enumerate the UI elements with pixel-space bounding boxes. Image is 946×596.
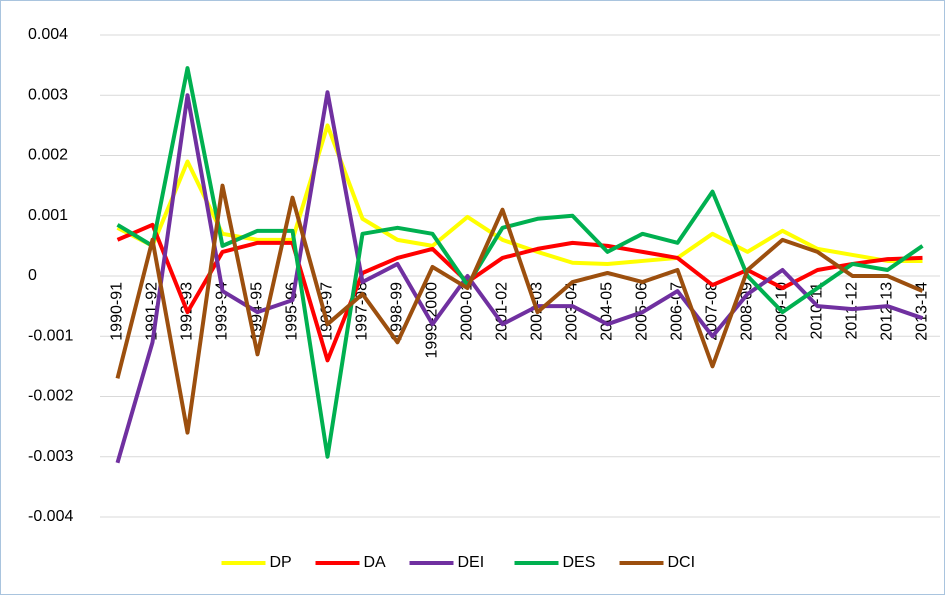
x-tick-label: 1995-96 xyxy=(284,282,301,341)
y-tick-label: -0.001 xyxy=(28,327,73,344)
x-tick-label: 2007-08 xyxy=(704,282,721,341)
x-tick-label: 1993-94 xyxy=(214,282,231,341)
y-tick-label: -0.002 xyxy=(28,388,73,405)
x-tick-label: 2010-11 xyxy=(809,282,826,340)
legend-label: DES xyxy=(563,554,596,571)
legend-label: DP xyxy=(270,554,292,571)
x-tick-label: 2013-14 xyxy=(914,282,931,341)
x-tick-label: 2012-13 xyxy=(879,282,896,341)
series-line xyxy=(116,123,923,266)
series-line xyxy=(115,90,924,464)
y-tick-label: 0.001 xyxy=(28,207,68,224)
y-tick-label: -0.004 xyxy=(28,508,73,525)
x-tick-label: 1996-97 xyxy=(319,282,336,341)
y-tick-label: 0.004 xyxy=(28,26,68,43)
y-tick-label: 0.003 xyxy=(28,86,68,103)
x-tick-label: 2001-02 xyxy=(494,282,511,341)
y-tick-label: 0 xyxy=(28,267,37,284)
x-tick-label: 2000-01 xyxy=(459,282,476,341)
series-line xyxy=(116,66,924,459)
y-tick-label: 0.002 xyxy=(28,147,68,164)
x-tick-label: 1990-91 xyxy=(109,282,126,341)
legend-label: DA xyxy=(364,554,387,571)
series-line xyxy=(115,183,924,435)
x-tick-label: 1998-99 xyxy=(389,282,406,341)
series-line xyxy=(116,222,923,363)
x-tick-label: 2003-04 xyxy=(564,282,581,341)
legend-label: DEI xyxy=(458,554,485,571)
x-tick-label: 2004-05 xyxy=(599,282,616,341)
y-tick-label: -0.003 xyxy=(28,448,73,465)
legend-label: DCI xyxy=(668,554,696,571)
